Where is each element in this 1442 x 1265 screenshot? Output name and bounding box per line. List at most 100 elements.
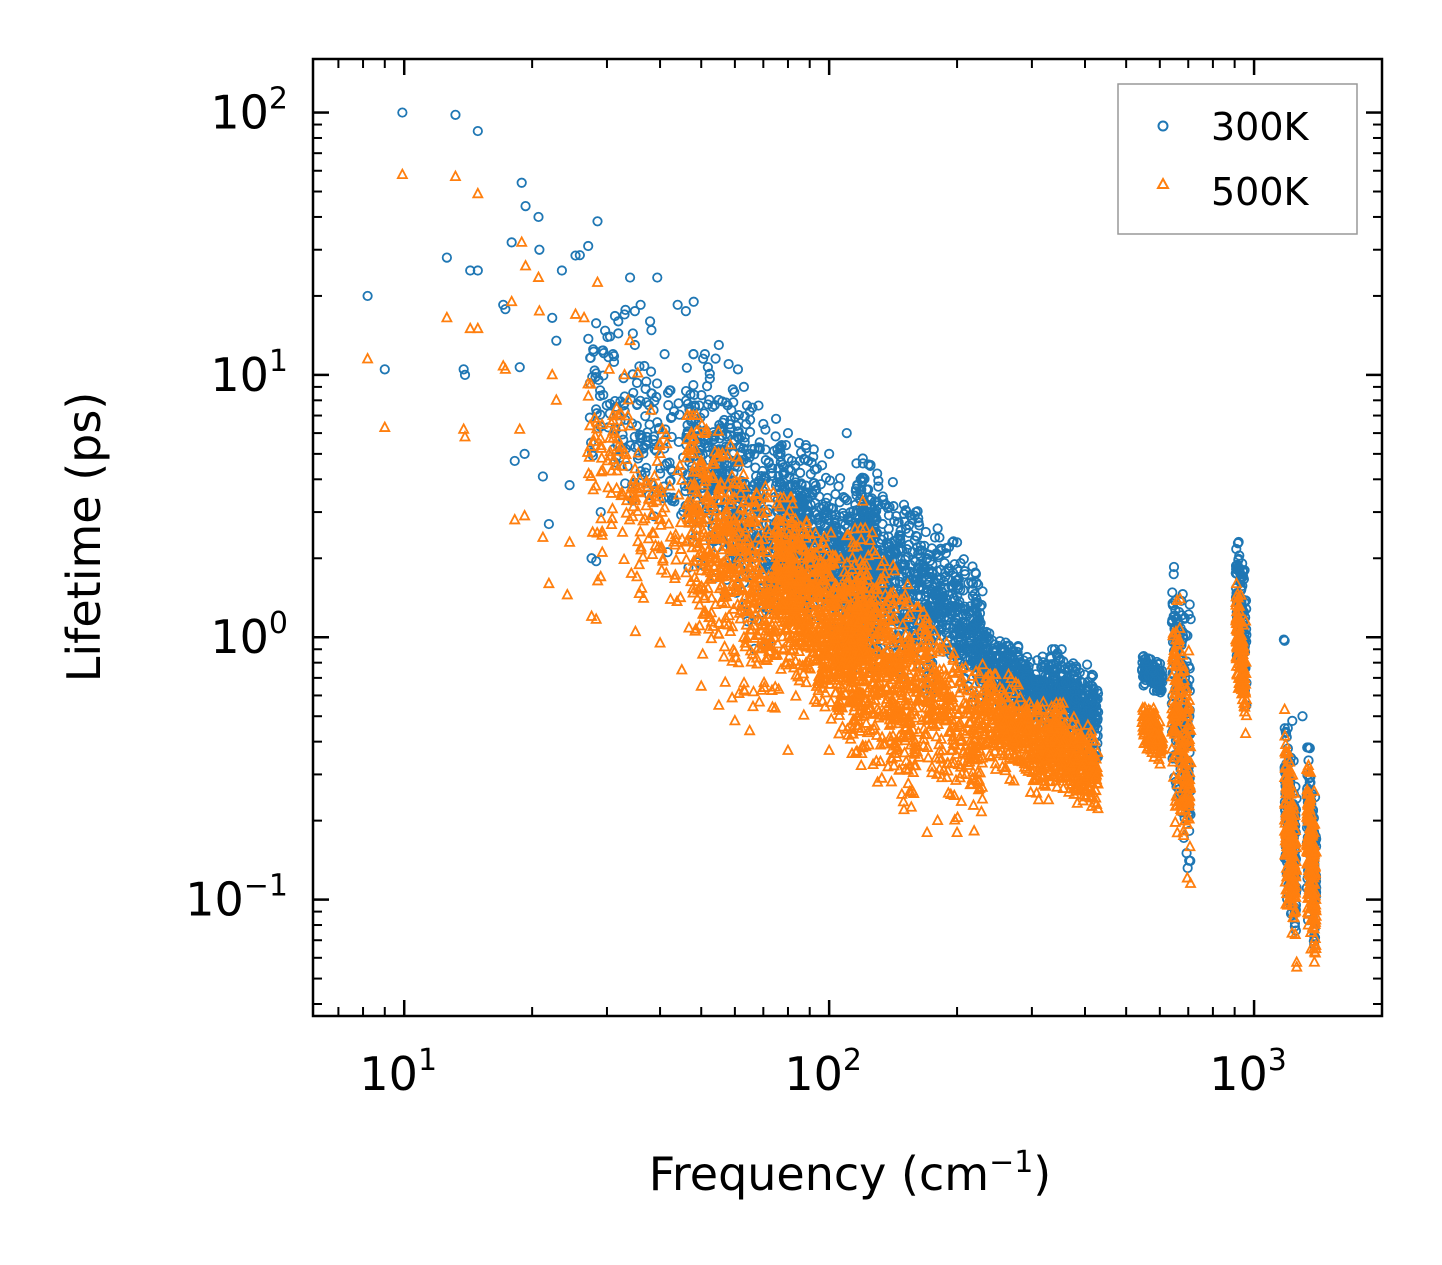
- data-point-300k: [815, 479, 826, 490]
- data-point-300k: [824, 475, 836, 486]
- data-point-300k: [794, 437, 805, 449]
- data-point-300k: [608, 356, 620, 367]
- data-point-300k: [534, 244, 545, 255]
- data-point-300k: [651, 378, 663, 389]
- data-point-300k: [627, 328, 638, 339]
- data-point-300k: [740, 419, 752, 430]
- data-point-300k: [638, 448, 649, 459]
- data-point-300k: [795, 467, 806, 478]
- data-point-300k: [520, 200, 531, 212]
- data-point-300k: [816, 460, 828, 471]
- data-point-300k: [509, 455, 520, 467]
- data-point-300k: [609, 310, 621, 322]
- data-point-300k: [739, 432, 750, 443]
- data-point-300k: [780, 440, 792, 451]
- data-point-300k: [799, 454, 811, 465]
- data-point-300k: [758, 418, 769, 430]
- data-point-300k: [613, 328, 624, 339]
- data-point-300k: [841, 428, 852, 439]
- data-point-300k: [696, 390, 707, 401]
- data-point-300k: [500, 304, 511, 315]
- data-point-300k: [592, 216, 603, 227]
- data-point-300k: [564, 480, 575, 491]
- data-point-300k: [628, 387, 639, 398]
- data-point-300k: [689, 402, 701, 413]
- data-point-300k: [556, 265, 567, 276]
- data-point-300k: [759, 471, 770, 482]
- data-point-300k: [753, 400, 764, 411]
- data-point-300k: [655, 463, 666, 474]
- data-point-300k: [459, 369, 471, 380]
- data-point-300k: [663, 400, 674, 411]
- data-point-300k: [750, 462, 761, 473]
- data-point-300k: [741, 400, 753, 411]
- data-point-300k: [591, 556, 602, 567]
- data-point-300k: [810, 497, 821, 509]
- data-point-300k: [645, 366, 657, 377]
- data-point-300k: [731, 420, 742, 431]
- data-point-300k: [602, 331, 613, 343]
- data-point-300k: [744, 426, 756, 438]
- data-point-300k: [702, 362, 713, 373]
- data-point-300k: [574, 250, 585, 261]
- data-point-300k: [744, 452, 755, 463]
- data-point-300k: [362, 290, 373, 302]
- data-point-300k: [472, 265, 483, 276]
- data-point-300k: [618, 400, 629, 411]
- data-point-300k: [397, 107, 408, 118]
- data-point-300k: [590, 371, 601, 383]
- data-point-300k: [636, 430, 647, 441]
- data-point-300k: [738, 381, 749, 393]
- data-point-300k: [698, 353, 709, 364]
- data-point-300k: [662, 387, 674, 399]
- data-point-300k: [667, 466, 678, 477]
- data-point-300k: [618, 434, 629, 445]
- data-point-300k: [663, 492, 675, 503]
- data-point-300k: [796, 478, 807, 489]
- data-point-300k: [601, 400, 612, 411]
- data-point-300k: [458, 364, 469, 375]
- data-point-300k: [1297, 711, 1308, 722]
- data-point-300k: [735, 442, 746, 453]
- data-point-300k: [651, 391, 662, 403]
- data-point-300k: [833, 481, 844, 492]
- data-point-300k: [619, 309, 630, 320]
- data-point-300k: [704, 368, 715, 379]
- data-point-300k: [591, 404, 602, 415]
- data-point-300k: [898, 499, 910, 510]
- data-point-300k: [688, 296, 699, 307]
- data-point-300k: [724, 457, 735, 468]
- data-point-300k: [732, 364, 744, 375]
- data-point-300k: [630, 442, 641, 453]
- data-point-300k: [719, 414, 730, 426]
- data-point-300k: [533, 211, 544, 223]
- data-point-300k: [723, 358, 734, 370]
- data-point-300k: [744, 406, 755, 417]
- data-point-300k: [672, 299, 683, 310]
- data-point-300k: [589, 365, 600, 376]
- data-point-300k: [753, 442, 764, 453]
- data-point-300k: [783, 453, 794, 464]
- data-point-300k: [620, 304, 631, 315]
- data-point-300k: [754, 437, 765, 448]
- data-point-300k: [815, 518, 826, 530]
- data-point-300k: [583, 240, 594, 252]
- data-point-300k: [1279, 635, 1290, 646]
- data-point-300k: [516, 177, 527, 188]
- data-point-300k: [699, 349, 710, 360]
- data-point-300k: [608, 351, 620, 362]
- data-point-300k: [688, 349, 699, 360]
- data-point-300k: [646, 325, 657, 336]
- data-point-300k: [845, 507, 856, 518]
- data-point-300k: [506, 237, 517, 248]
- data-point-300k: [720, 441, 732, 452]
- data-point-300k: [710, 353, 721, 364]
- data-point-300k: [720, 397, 732, 408]
- data-point-300k: [639, 360, 650, 372]
- data-point-300k: [666, 411, 678, 423]
- data-point-300k: [631, 377, 643, 388]
- data-point-300k: [681, 362, 692, 373]
- data-point-300k: [594, 390, 606, 401]
- data-point-300k: [627, 369, 638, 380]
